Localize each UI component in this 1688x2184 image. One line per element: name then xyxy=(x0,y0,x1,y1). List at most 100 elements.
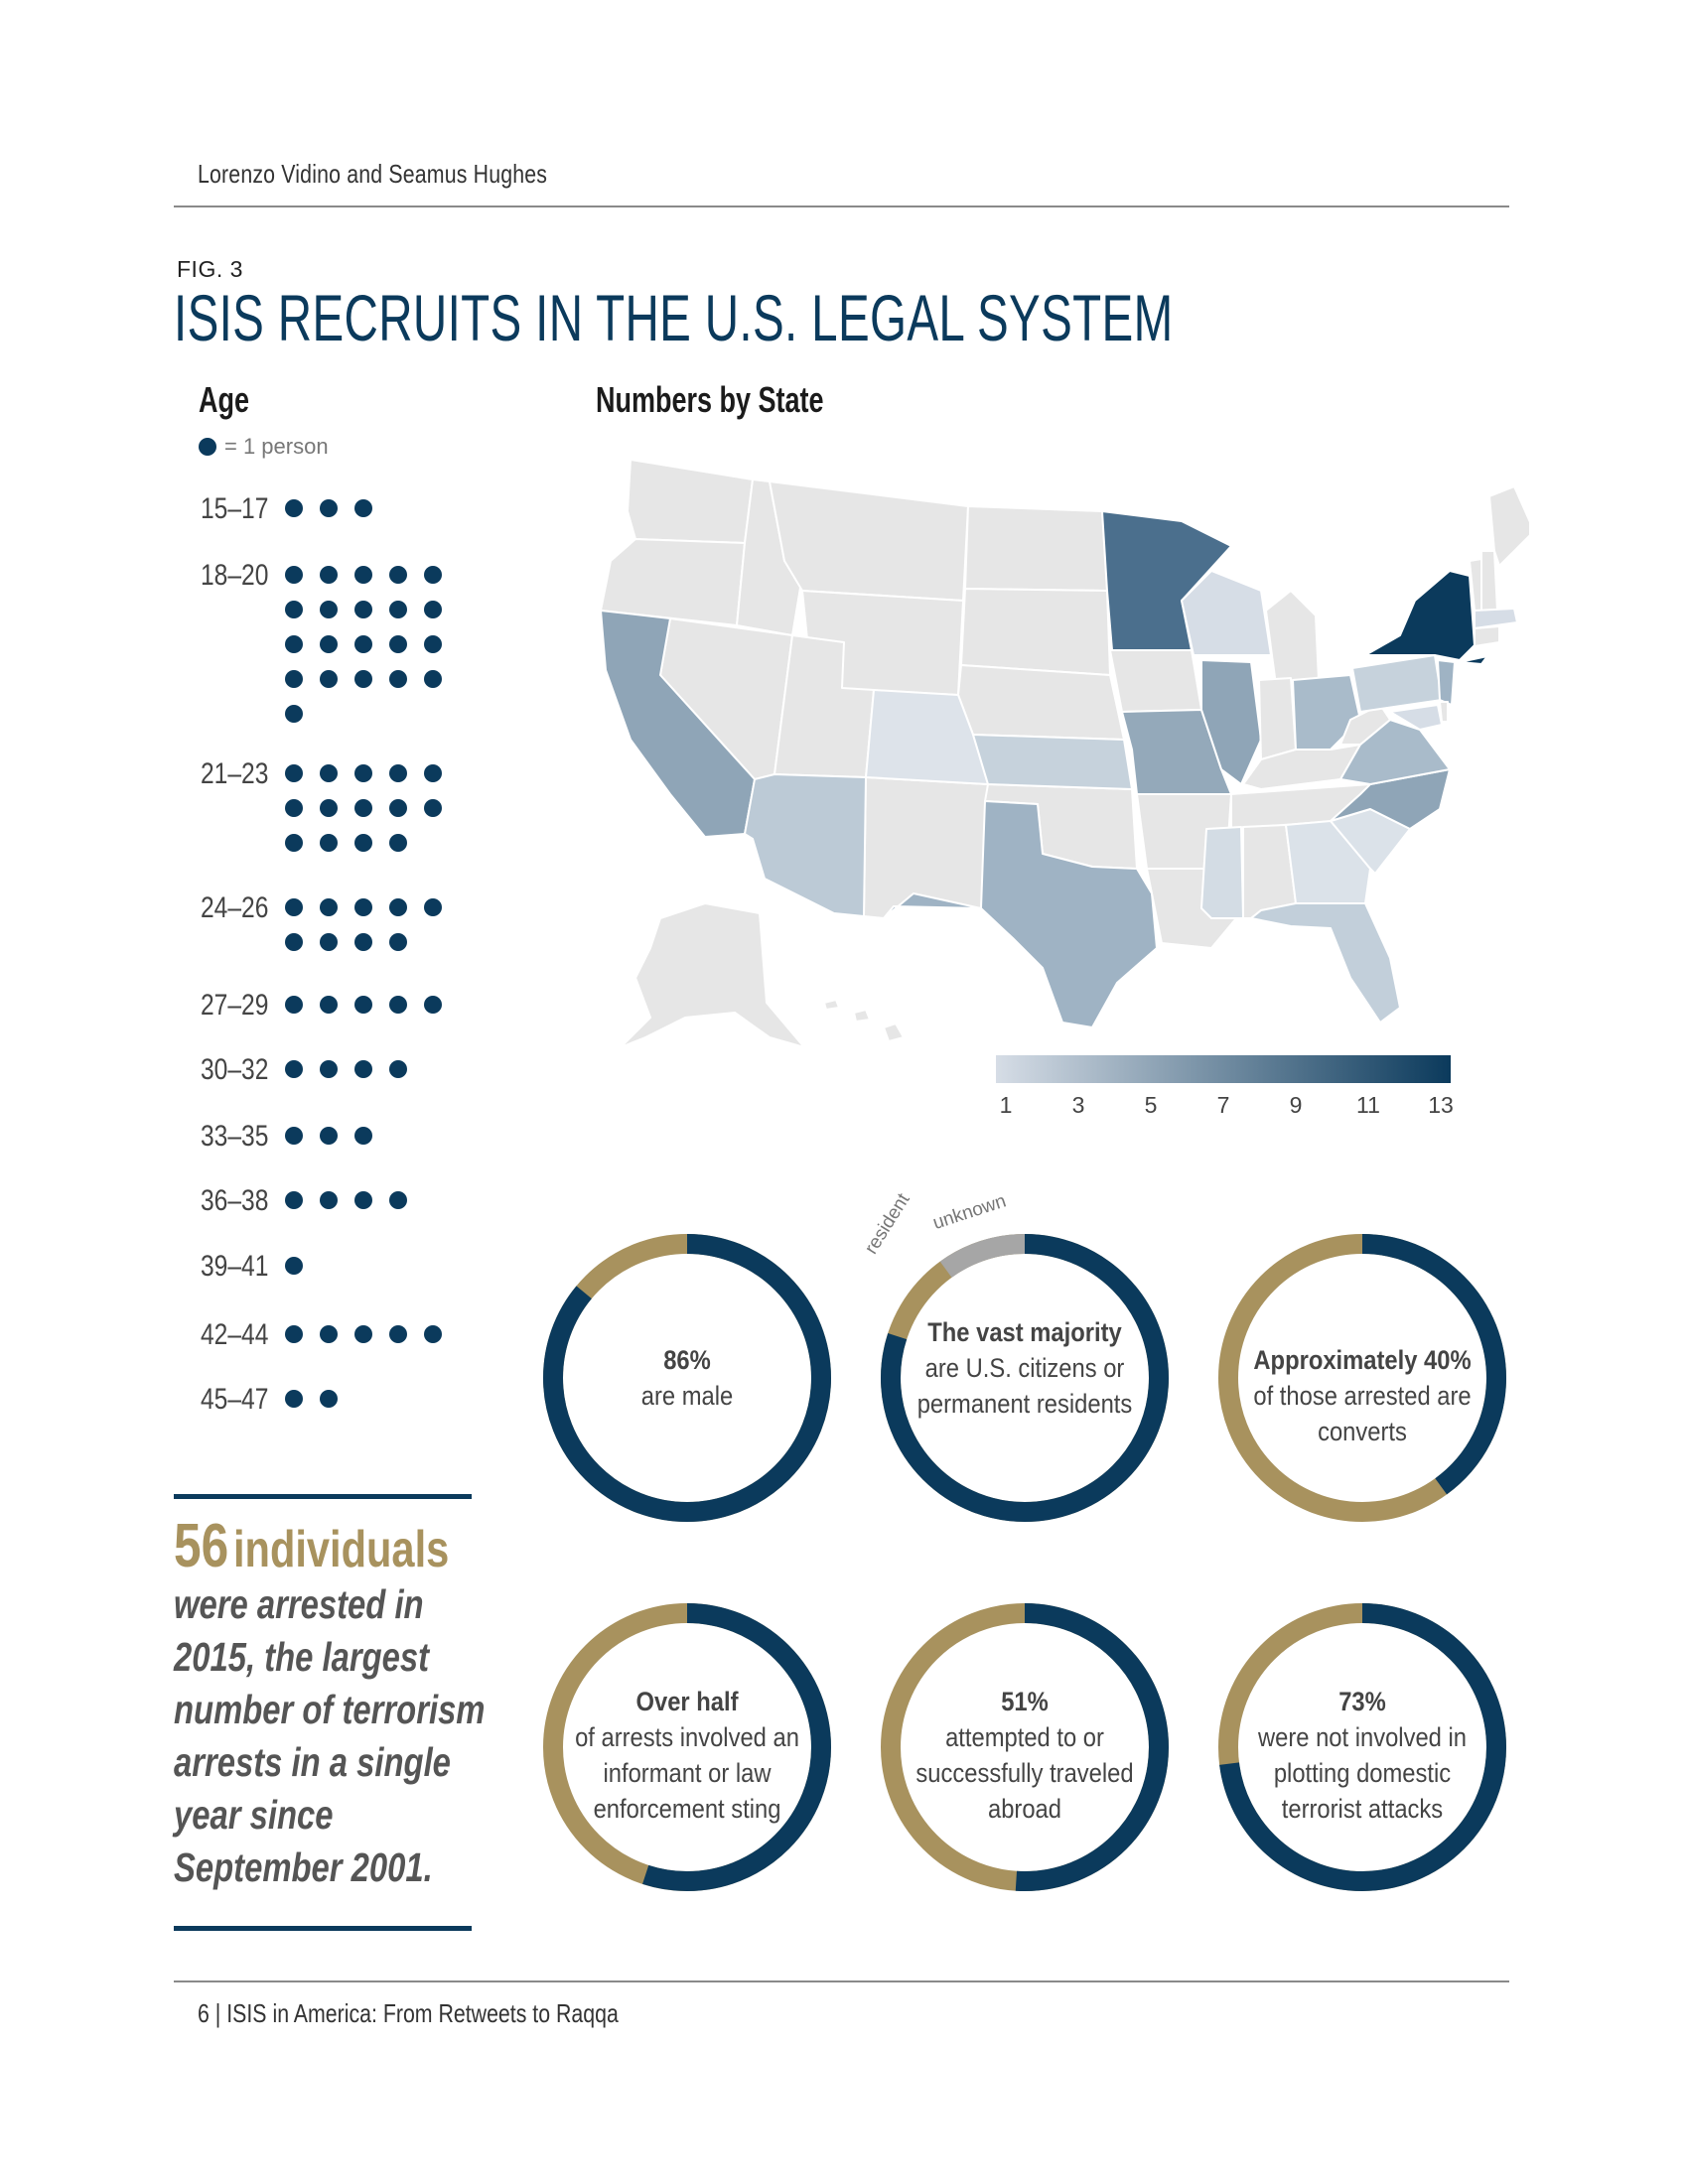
person-dot xyxy=(389,1060,407,1078)
age-dot-group xyxy=(285,1257,444,1275)
person-dot xyxy=(389,566,407,584)
age-dot-group xyxy=(285,1390,444,1408)
person-dot xyxy=(354,933,372,951)
person-dot xyxy=(354,799,372,817)
person-dot xyxy=(389,834,407,852)
person-dot xyxy=(354,764,372,782)
person-dot xyxy=(285,635,303,653)
ring-body-text: of those arrested are converts xyxy=(1253,1381,1472,1446)
person-dot xyxy=(320,601,338,618)
ring-navy-segment xyxy=(1218,1603,1506,1891)
state-delaware xyxy=(1439,701,1449,723)
age-dot-group xyxy=(285,566,444,723)
callout-word: individuals xyxy=(232,1521,450,1578)
ring-bold-text: The vast majority xyxy=(927,1317,1122,1347)
state-maine xyxy=(1488,485,1535,567)
age-dot-group xyxy=(285,1325,444,1343)
ring-chart xyxy=(881,1234,1169,1522)
state-texas xyxy=(883,800,1158,1028)
callout-bottom-rule xyxy=(174,1926,472,1931)
person-dot xyxy=(285,996,303,1014)
person-dot xyxy=(285,601,303,618)
person-dot xyxy=(320,1325,338,1343)
person-dot xyxy=(354,834,372,852)
person-dot xyxy=(285,764,303,782)
ring-body-text: are male xyxy=(640,1381,734,1411)
ring-navy-segment xyxy=(881,1603,1169,1891)
state-pennsylvania xyxy=(1351,654,1443,713)
state-georgia xyxy=(1285,820,1371,904)
ring-label-unknown: unknown xyxy=(930,1190,1009,1234)
map-heading: Numbers by State xyxy=(596,379,824,420)
person-dot xyxy=(389,799,407,817)
state-hawaii xyxy=(823,999,905,1042)
age-dot-group xyxy=(285,1127,444,1145)
age-dot-group xyxy=(285,1060,444,1078)
person-dot xyxy=(354,670,372,688)
person-dot xyxy=(389,670,407,688)
age-dot-group xyxy=(285,499,444,517)
person-dot xyxy=(354,898,372,916)
stat-ring: Approximately 40% of those arrested are c… xyxy=(1217,1233,1507,1528)
state-michigan xyxy=(1265,590,1320,686)
ring-chart xyxy=(1218,1234,1506,1522)
ring-body-text: attempted to or successfully traveled ab… xyxy=(915,1722,1134,1824)
scale-tick-label: 11 xyxy=(1356,1092,1380,1118)
age-dot-group xyxy=(285,764,444,852)
age-range-label: 45–47 xyxy=(201,1383,269,1416)
ring-bold-text: 51% xyxy=(1001,1687,1049,1716)
person-dot xyxy=(320,996,338,1014)
scale-tick-label: 7 xyxy=(1216,1092,1230,1118)
scale-tick-label: 9 xyxy=(1289,1092,1303,1118)
person-dot xyxy=(389,996,407,1014)
person-dot xyxy=(354,1127,372,1145)
state-new-jersey xyxy=(1437,659,1456,706)
person-dot xyxy=(389,764,407,782)
us-map-svg xyxy=(600,459,1535,1048)
person-dot xyxy=(389,933,407,951)
person-dot xyxy=(424,566,442,584)
person-dot xyxy=(285,566,303,584)
person-dot xyxy=(389,1325,407,1343)
age-range-label: 27–29 xyxy=(201,989,269,1022)
ring-body-text: of arrests involved an informant or law … xyxy=(575,1722,799,1824)
person-dot xyxy=(424,898,442,916)
ring-text: Approximately 40% of those arrested are c… xyxy=(1249,1342,1477,1449)
figure-label: FIG. 3 xyxy=(177,256,243,282)
state-connecticut xyxy=(1474,625,1500,647)
scale-tick-label: 3 xyxy=(1071,1092,1085,1118)
age-legend-text: = 1 person xyxy=(224,434,329,459)
age-range-label: 18–20 xyxy=(201,559,269,592)
age-legend: = 1 person xyxy=(199,434,329,460)
stat-ring: 86% are male xyxy=(542,1233,832,1528)
person-dot xyxy=(320,933,338,951)
person-dot xyxy=(354,1191,372,1209)
person-dot xyxy=(424,635,442,653)
person-dot xyxy=(285,1127,303,1145)
state-arizona xyxy=(744,773,867,917)
callout-text: were arrested in 2015, the largest numbe… xyxy=(174,1581,486,1890)
map-scale-labels: 1 3 5 7 9 11 13 xyxy=(996,1092,1454,1122)
ring-navy-segment xyxy=(881,1234,1169,1522)
person-dot xyxy=(285,1257,303,1275)
person-dot xyxy=(285,1325,303,1343)
age-range-label: 42–44 xyxy=(201,1318,269,1351)
us-state-map xyxy=(576,452,1535,1048)
person-dot-icon xyxy=(199,438,216,456)
person-dot xyxy=(320,566,338,584)
ring-text: 86% are male xyxy=(574,1342,801,1414)
person-dot xyxy=(424,601,442,618)
ring-navy-segment xyxy=(543,1603,831,1891)
person-dot xyxy=(389,601,407,618)
ring-bold-text: Over half xyxy=(635,1687,739,1716)
person-dot xyxy=(320,499,338,517)
person-dot xyxy=(320,1390,338,1408)
state-wisconsin xyxy=(1181,570,1272,656)
person-dot xyxy=(320,764,338,782)
age-heading: Age xyxy=(199,379,250,420)
age-range-label: 33–35 xyxy=(201,1120,269,1153)
person-dot xyxy=(354,499,372,517)
ring-chart xyxy=(543,1234,831,1522)
person-dot xyxy=(354,601,372,618)
age-dot-group xyxy=(285,996,444,1014)
